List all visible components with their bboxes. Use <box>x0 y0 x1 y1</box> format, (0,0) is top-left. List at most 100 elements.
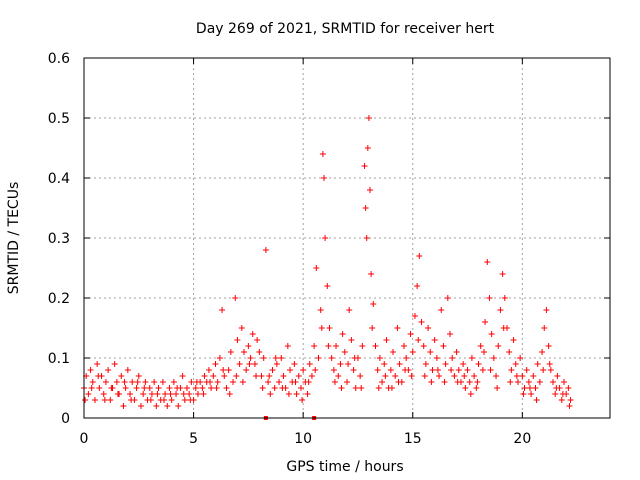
data-point <box>210 373 217 379</box>
data-point <box>160 397 167 403</box>
data-point <box>441 379 448 385</box>
data-point <box>330 367 337 373</box>
data-point <box>420 343 427 349</box>
data-point <box>245 343 252 349</box>
data-point <box>382 373 389 379</box>
data-point <box>253 373 260 379</box>
data-point <box>415 337 422 343</box>
data-point <box>205 367 212 373</box>
x-tick-label: 20 <box>513 431 531 447</box>
data-point <box>292 379 299 385</box>
data-point <box>462 385 469 391</box>
data-point <box>121 379 128 385</box>
data-point <box>208 385 215 391</box>
data-point <box>394 325 401 331</box>
data-point <box>517 355 524 361</box>
data-point <box>532 385 539 391</box>
data-point <box>142 379 149 385</box>
data-point <box>220 367 227 373</box>
data-point <box>438 307 445 313</box>
data-point <box>251 361 258 367</box>
data-point <box>167 391 174 397</box>
data-point <box>550 379 557 385</box>
data-point <box>433 355 440 361</box>
data-point <box>285 391 292 397</box>
data-point <box>212 361 219 367</box>
data-point <box>520 391 527 397</box>
data-point <box>153 403 160 409</box>
data-point <box>249 331 256 337</box>
data-point <box>552 391 559 397</box>
data-point <box>558 397 565 403</box>
data-point <box>546 361 553 367</box>
data-point <box>411 313 418 319</box>
data-point <box>200 391 207 397</box>
data-point <box>383 337 390 343</box>
data-point <box>539 349 546 355</box>
data-point <box>179 373 186 379</box>
data-point <box>431 337 438 343</box>
data-point <box>525 379 532 385</box>
data-point <box>221 373 228 379</box>
data-point <box>135 373 142 379</box>
data-point <box>214 379 221 385</box>
data-point <box>101 397 108 403</box>
y-tick-label: 0.6 <box>48 51 70 67</box>
data-point <box>486 295 493 301</box>
data-point <box>129 379 136 385</box>
data-point <box>348 337 355 343</box>
data-point <box>173 391 180 397</box>
data-point <box>381 361 388 367</box>
y-tick-label: 0.4 <box>48 171 70 187</box>
data-point <box>174 385 181 391</box>
data-point <box>271 385 278 391</box>
data-point <box>324 283 331 289</box>
data-point <box>300 367 307 373</box>
data-point <box>240 349 247 355</box>
data-point <box>91 397 98 403</box>
data-point <box>128 397 135 403</box>
x-tick-label: 10 <box>294 431 312 447</box>
data-point <box>148 391 155 397</box>
data-point <box>266 373 273 379</box>
data-point <box>335 373 342 379</box>
y-tick-label: 0 <box>61 411 70 427</box>
data-point <box>94 361 101 367</box>
data-point <box>276 379 283 385</box>
y-tick-label: 0.3 <box>48 231 70 247</box>
data-point <box>154 391 161 397</box>
data-point <box>168 397 175 403</box>
data-point <box>367 187 374 193</box>
data-point <box>368 271 375 277</box>
data-point <box>487 367 494 373</box>
data-point <box>164 403 171 409</box>
data-point <box>85 391 92 397</box>
data-point <box>540 367 547 373</box>
data-point <box>512 361 519 367</box>
data-point <box>534 361 541 367</box>
data-point <box>341 349 348 355</box>
data-point <box>440 343 447 349</box>
data-point <box>495 343 502 349</box>
data-point <box>284 343 291 349</box>
data-point <box>427 349 434 355</box>
data-point <box>506 349 513 355</box>
data-point <box>186 391 193 397</box>
data-point <box>533 397 540 403</box>
data-point <box>523 367 530 373</box>
data-point <box>192 385 199 391</box>
data-point <box>372 343 379 349</box>
data-point <box>379 379 386 385</box>
data-point <box>403 355 410 361</box>
data-point <box>120 403 127 409</box>
data-point <box>247 355 254 361</box>
data-point <box>536 379 543 385</box>
data-point <box>392 373 399 379</box>
data-point <box>519 373 526 379</box>
data-point <box>122 385 129 391</box>
data-point <box>395 379 402 385</box>
data-point <box>560 379 567 385</box>
data-point <box>273 361 280 367</box>
data-point <box>361 163 368 169</box>
data-point <box>565 385 572 391</box>
